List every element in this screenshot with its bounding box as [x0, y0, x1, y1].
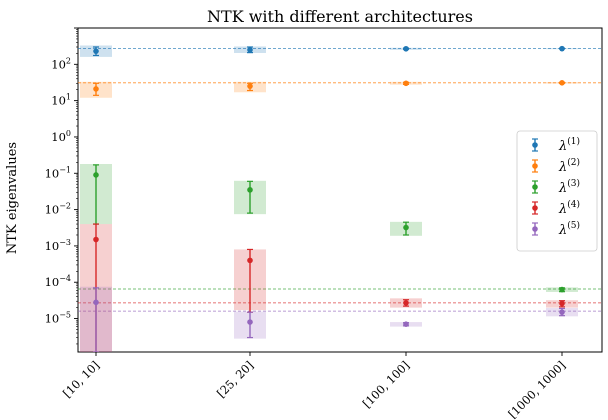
legend-box: [516, 130, 598, 252]
y-tick-label: 10−3: [45, 238, 71, 253]
legend-entry-label: λ(4): [558, 199, 580, 217]
x-tick-label: [1000, 1000]: [505, 358, 568, 420]
data-point: [247, 83, 253, 89]
legend: λ(1) λ(2) λ(3) λ(4) λ(5): [516, 130, 598, 252]
legend-marker-dot: [532, 226, 538, 232]
chart-title: NTK with different architectures: [207, 7, 473, 26]
legend-entry-label: λ(3): [558, 178, 580, 196]
y-tick-label: 10−2: [45, 202, 71, 217]
data-point: [247, 47, 253, 53]
data-point: [403, 300, 409, 306]
data-point: [93, 299, 99, 306]
legend-marker-dot: [532, 163, 538, 169]
plot-area: 10−5 10−4 10−3 10−2 10−1 100 101 102 [10, 10] [25…: [45, 27, 603, 420]
y-tick-label: 102: [51, 56, 71, 71]
legend-marker-dot: [532, 205, 538, 211]
y-tick-label: 101: [51, 93, 71, 108]
data-point: [559, 45, 565, 52]
legend-marker-dot: [532, 184, 538, 190]
data-point: [559, 286, 565, 293]
data-point: [559, 309, 565, 315]
data-point: [247, 187, 253, 193]
y-tick-label: 10−4: [45, 274, 71, 289]
legend-entry-label: λ(1): [558, 136, 580, 154]
legend-entry-label: λ(5): [558, 220, 580, 238]
data-point: [403, 80, 409, 87]
data-point: [559, 300, 565, 307]
y-tick-label: 10−1: [45, 165, 71, 180]
axes-frame: [77, 27, 603, 353]
series-layer: [78, 45, 602, 352]
data-point: [403, 224, 409, 231]
legend-marker-dot: [532, 142, 538, 148]
y-tick-label: 100: [51, 129, 71, 144]
data-point: [247, 257, 253, 264]
x-tick-label: [100, 100]: [360, 358, 412, 410]
x-tick-label: [10, 10]: [60, 358, 102, 400]
data-point: [93, 236, 99, 243]
x-tick-label: [25, 20]: [214, 358, 256, 400]
data-point: [93, 48, 99, 54]
y-tick-label: 10−5: [45, 311, 71, 326]
y-axis-label: NTK eigenvalues: [5, 142, 20, 254]
data-point: [93, 172, 99, 178]
data-point: [247, 319, 253, 325]
data-point: [403, 321, 409, 327]
data-point: [93, 86, 99, 92]
data-point: [559, 79, 565, 86]
legend-entry-label: λ(2): [558, 157, 580, 175]
data-point: [403, 45, 409, 52]
